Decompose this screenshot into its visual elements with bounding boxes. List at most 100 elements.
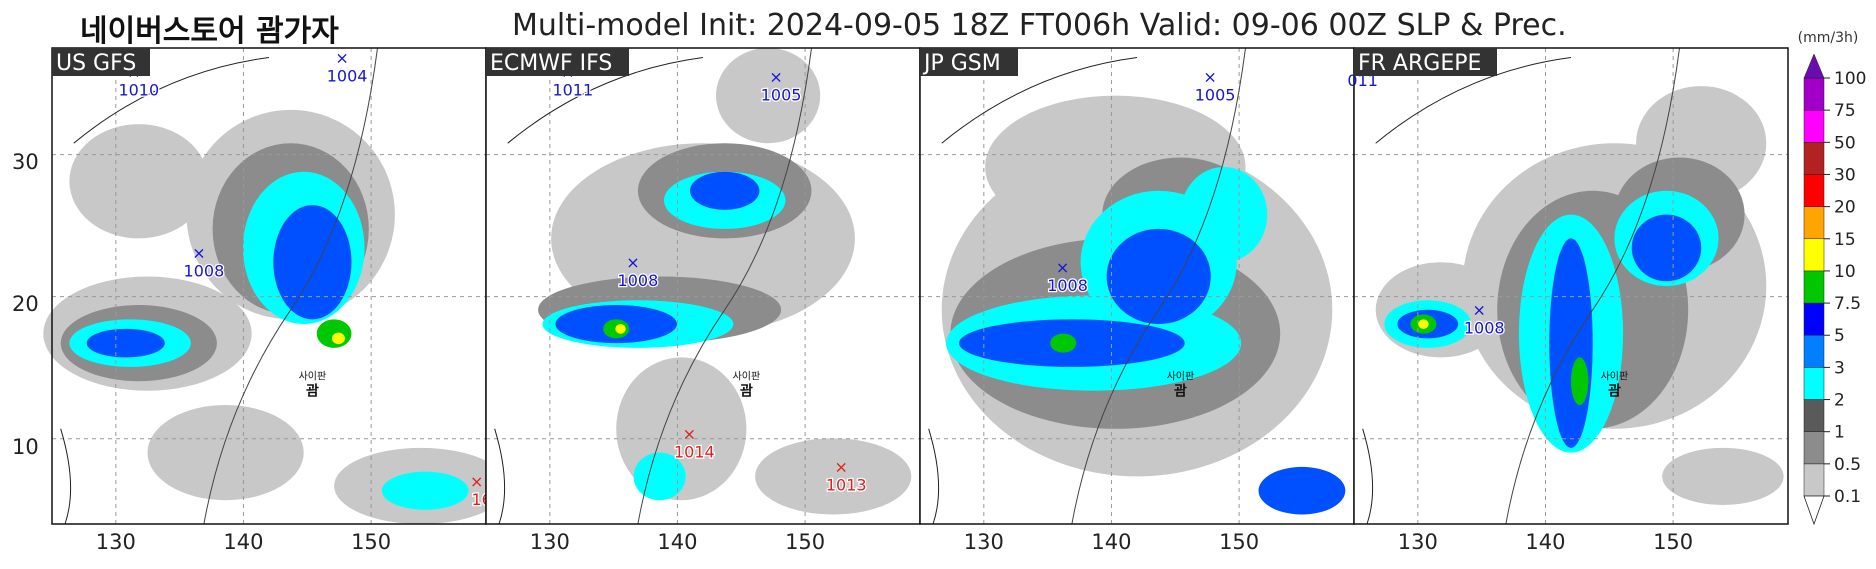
colorbar: (mm/3h) 0.1 0.5 1 2 3 5 7.5 10 15 20 30 50 75 100 <box>1798 30 1866 526</box>
precip-area <box>316 319 352 348</box>
precip-area <box>86 328 165 358</box>
precip-area <box>1418 319 1429 329</box>
pressure-label: 1011 <box>552 81 593 100</box>
colorbar-label: 5 <box>1834 326 1845 346</box>
lat-label-10: 10 <box>12 435 39 459</box>
model-label: US GFS <box>56 51 136 76</box>
coastline <box>1375 57 1572 144</box>
lon-label: 140 <box>223 530 264 554</box>
precip-area <box>331 332 345 345</box>
lon-label: 130 <box>1397 530 1438 554</box>
precip-area <box>1050 333 1077 353</box>
colorbar-top-arrow <box>1803 53 1825 79</box>
model-label: FR ARGEPE <box>1358 51 1481 76</box>
lon-label: 140 <box>1525 530 1566 554</box>
colorbar-unit: (mm/3h) <box>1798 30 1859 46</box>
model-label: ECMWF IFS <box>490 51 612 76</box>
pressure-label: 1008 <box>1047 276 1088 295</box>
colorbar-segment <box>1803 399 1825 432</box>
pressure-center-mark: × <box>626 253 639 272</box>
coastline <box>494 428 506 525</box>
coastline <box>73 57 270 144</box>
pressure-label: 1005 <box>761 85 802 104</box>
precip-area <box>716 48 821 144</box>
saipan-label: 사이판 <box>1167 370 1195 382</box>
colorbar-segment <box>1803 431 1825 465</box>
colorbar-label: 20 <box>1834 198 1856 218</box>
precip-area <box>147 405 304 501</box>
pressure-label: 1013 <box>826 476 867 495</box>
model-label: JP GSM <box>922 51 1001 76</box>
pressure-label: 1005 <box>1195 85 1236 104</box>
colorbar-label: 3 <box>1834 358 1845 378</box>
lon-label: 140 <box>657 530 698 554</box>
coastline <box>507 57 704 144</box>
guam-label: 괌 <box>1174 382 1187 399</box>
colorbar-segment <box>1803 334 1825 368</box>
lon-label: 150 <box>785 530 826 554</box>
colorbar-label: 100 <box>1834 69 1866 89</box>
colorbar-label: 50 <box>1834 133 1856 153</box>
precip-area <box>689 171 760 210</box>
coastline <box>941 57 1138 144</box>
precip-area <box>1571 357 1589 406</box>
precip-area <box>755 438 912 515</box>
brand-title: 네이버스토어 괌가자 <box>80 14 339 49</box>
model-label-badge <box>486 48 629 76</box>
precip-area <box>1106 228 1211 325</box>
model-label-badge <box>1354 48 1497 76</box>
coastline <box>928 428 940 525</box>
colorbar-label: 1 <box>1834 423 1845 443</box>
colorbar-label: 0.5 <box>1834 455 1861 475</box>
pressure-center-mark: × <box>1472 301 1485 320</box>
precip-area <box>1631 214 1702 282</box>
lon-label: 130 <box>963 530 1004 554</box>
precip-area <box>1258 466 1346 515</box>
pressure-label: 1004 <box>327 66 368 85</box>
pressure-center-mark: × <box>1203 67 1216 86</box>
lon-label: 130 <box>95 530 136 554</box>
colorbar-segment <box>1803 463 1825 497</box>
precip-area <box>615 324 626 334</box>
precip-area <box>1549 238 1593 448</box>
colorbar-segment <box>1803 77 1825 111</box>
saipan-label: 사이판 <box>299 370 327 382</box>
pressure-label: 1008 <box>1464 319 1505 338</box>
lon-label: 150 <box>351 530 392 554</box>
colorbar-label: 2 <box>1834 391 1845 411</box>
lon-label: 130 <box>529 530 570 554</box>
boundary-line <box>637 47 812 525</box>
pressure-center-mark: × <box>683 424 696 443</box>
precip-area <box>1662 447 1784 505</box>
coastline <box>1362 428 1374 525</box>
pressure-label: 1010 <box>118 81 159 100</box>
precip-area <box>1180 167 1268 263</box>
lon-label: 150 <box>1219 530 1260 554</box>
precip-area <box>633 452 686 501</box>
pressure-center-mark: × <box>470 472 483 491</box>
pressure-label: 1008 <box>184 261 225 280</box>
lon-label: 150 <box>1653 530 1694 554</box>
colorbar-segment <box>1803 206 1825 240</box>
colorbar-label: 30 <box>1834 165 1856 185</box>
pressure-center-mark: × <box>192 243 205 262</box>
lat-label-20: 20 <box>12 292 39 316</box>
colorbar-segment <box>1803 109 1825 143</box>
boundary-line <box>1505 47 1680 525</box>
precip-area <box>69 124 209 239</box>
colorbar-segment <box>1803 174 1825 207</box>
pressure-label: 1014 <box>674 442 715 461</box>
precip-area <box>273 205 352 320</box>
colorbar-label: 0.1 <box>1834 487 1861 507</box>
colorbar-segment <box>1803 367 1825 400</box>
colorbar-segment <box>1803 302 1825 336</box>
boundary-line <box>1071 47 1246 525</box>
lon-label: 140 <box>1091 530 1132 554</box>
model-label-badge <box>52 48 150 76</box>
pressure-center-mark: × <box>1056 258 1069 277</box>
